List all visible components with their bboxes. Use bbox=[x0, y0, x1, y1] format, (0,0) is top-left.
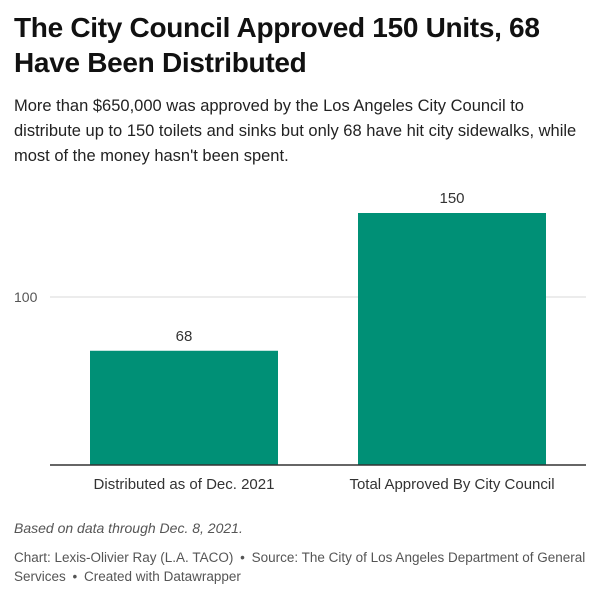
credit-separator: • bbox=[72, 569, 78, 584]
y-tick-label: 100 bbox=[14, 289, 38, 305]
chart-byline: Chart: Lexis-Olivier Ray (L.A. TACO) • S… bbox=[14, 548, 586, 586]
label-layer: 68 Distributed as of Dec. 2021 150 Total Ap… bbox=[94, 190, 555, 493]
chart-subtitle: More than $650,000 was approved by the L… bbox=[14, 97, 577, 165]
source-text: The City of Los Angeles Department of Ge… bbox=[14, 550, 586, 584]
byline-author: Lexis-Olivier Ray (L.A. TACO) bbox=[54, 550, 234, 565]
bar-layer bbox=[50, 213, 586, 466]
byline-prefix: Chart: bbox=[14, 550, 51, 565]
bar-value-label: 150 bbox=[439, 190, 464, 207]
bar bbox=[358, 213, 546, 465]
byline-separator: • bbox=[240, 550, 245, 565]
bar-value-label: 68 bbox=[176, 328, 193, 345]
chart-header: The City Council Approved 150 Units, 68 … bbox=[14, 0, 586, 169]
chart-title: The City Council Approved 150 Units, 68 … bbox=[14, 12, 540, 78]
bar bbox=[90, 350, 278, 465]
x-category-label: Total Approved By City Council bbox=[349, 476, 554, 493]
chart-notes: Based on data through Dec. 8, 2021. bbox=[14, 520, 243, 536]
source-prefix: Source: bbox=[251, 550, 299, 565]
credit-text: Created with Datawrapper bbox=[84, 569, 241, 584]
bar-chart: 100 68 Distributed as of Dec. 2021 150 Tota… bbox=[14, 190, 586, 493]
x-category-label: Distributed as of Dec. 2021 bbox=[94, 476, 275, 493]
